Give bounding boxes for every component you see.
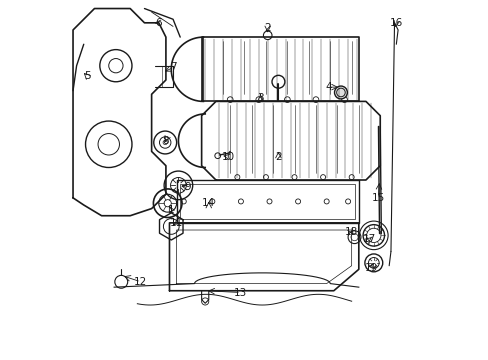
Text: 12: 12: [134, 277, 147, 287]
Text: 9: 9: [183, 182, 190, 192]
Text: 4: 4: [325, 82, 331, 92]
Text: 13: 13: [234, 288, 247, 297]
Text: 8: 8: [163, 136, 169, 146]
Text: 5: 5: [84, 71, 90, 81]
Text: 3: 3: [257, 93, 264, 103]
Text: 2: 2: [275, 152, 281, 162]
Text: 18: 18: [345, 227, 358, 237]
Text: 10: 10: [222, 152, 235, 162]
Text: 1: 1: [167, 205, 174, 215]
Text: 14: 14: [202, 198, 215, 208]
Text: 11: 11: [170, 218, 183, 228]
Text: 16: 16: [389, 18, 402, 28]
Text: 6: 6: [155, 18, 162, 28]
Text: 2: 2: [264, 23, 270, 33]
Text: 17: 17: [362, 234, 375, 244]
Circle shape: [334, 86, 346, 99]
Text: 19: 19: [364, 262, 377, 273]
Text: 7: 7: [169, 63, 176, 72]
Text: 15: 15: [371, 193, 384, 203]
